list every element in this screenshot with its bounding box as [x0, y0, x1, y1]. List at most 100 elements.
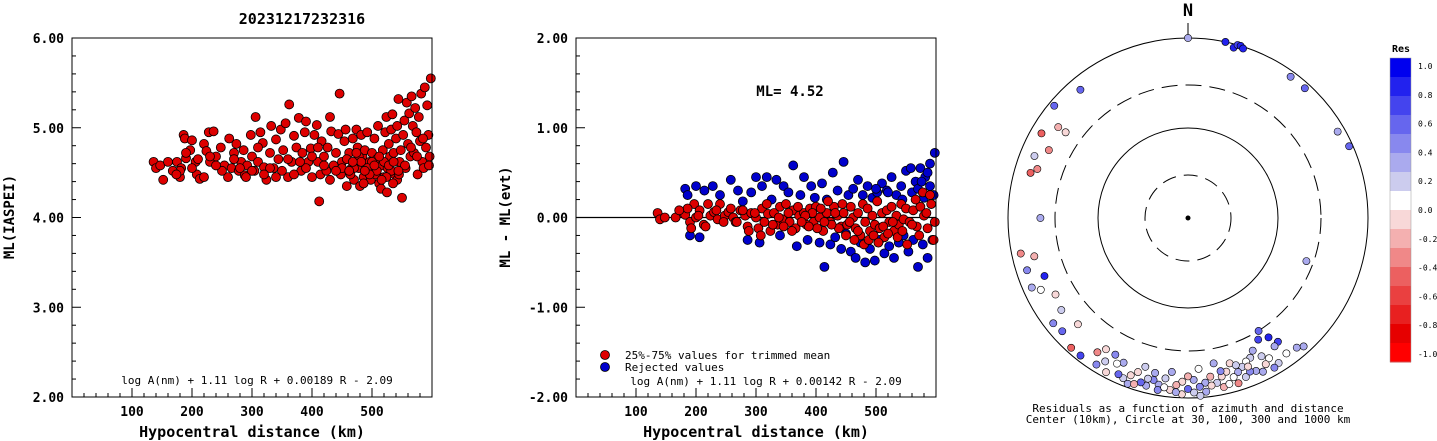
- panel1-data-point: [400, 160, 410, 171]
- colorbar-tick-label: -0.8: [1418, 321, 1437, 330]
- panel2-data-point: [902, 239, 913, 250]
- panel2-data-point: [917, 239, 928, 250]
- panel1-data-point: [411, 127, 422, 138]
- ml-annotation: ML= 4.52: [756, 84, 823, 100]
- polar-station-point: [1061, 128, 1070, 137]
- panel2-data-point: [773, 212, 784, 223]
- panel-azimuth-distance: N Residuals as a function of azimuth and…: [1007, 1, 1369, 426]
- circle-100km: [1097, 127, 1279, 309]
- panel1-data-point: [187, 135, 197, 146]
- panel1-xtick-label: 400: [300, 405, 324, 420]
- panel2-data-point: [755, 230, 766, 241]
- panel1-data-point: [319, 151, 329, 162]
- polar-station-point: [1254, 335, 1263, 344]
- panel1-data-point: [271, 172, 281, 183]
- panel2-data-point: [718, 217, 729, 227]
- panel2-ytick-label: 0.00: [537, 212, 568, 227]
- polar-station-point: [1076, 85, 1085, 94]
- panel1-data-point: [410, 103, 421, 113]
- polar-station-point: [1231, 361, 1240, 370]
- panel1-data-point: [295, 156, 305, 167]
- colorbar-cell: [1390, 96, 1411, 116]
- polar-station-point: [1093, 348, 1102, 357]
- polar-station-point: [1333, 127, 1342, 136]
- panel1-data-point: [425, 73, 436, 84]
- polar-station-point: [1229, 373, 1238, 382]
- colorbar-cell: [1390, 172, 1411, 192]
- panel1-data-point: [393, 165, 404, 176]
- colorbar-cell: [1390, 286, 1411, 306]
- polar-station-point: [1171, 388, 1180, 397]
- polar-station-point: [1126, 371, 1135, 380]
- panel2-data-point: [838, 208, 849, 218]
- panel2-data-point: [849, 235, 860, 245]
- polar-station-point: [1153, 386, 1162, 394]
- panel1-data-point: [314, 196, 325, 207]
- panel2-data-point: [699, 185, 710, 196]
- panel1-data-point: [392, 121, 403, 131]
- north-label: N: [1183, 1, 1193, 21]
- polar-station-point: [1178, 377, 1187, 386]
- panel1-data-point: [271, 134, 281, 145]
- panel1-data-point: [284, 99, 295, 110]
- polar-station-point: [1261, 360, 1270, 369]
- panel2-data-point: [700, 221, 711, 232]
- polar-station-point: [1134, 368, 1142, 376]
- panel2-data-point: [814, 237, 825, 248]
- panel2-data-point: [878, 221, 889, 232]
- panel1-xlabel: Hypocentral distance (km): [139, 423, 365, 441]
- panel2-xtick-label: 100: [624, 405, 648, 420]
- panel1-ytick-label: 2.00: [33, 391, 64, 406]
- polar-station-point: [1209, 359, 1218, 368]
- panel2-data-point: [819, 261, 830, 272]
- panel2-data-point: [916, 176, 927, 187]
- panel2-data-point: [838, 156, 849, 167]
- panel1-data-point: [334, 88, 345, 99]
- panel2-data-point: [817, 178, 827, 189]
- polar-station-point: [1196, 391, 1205, 400]
- panel2-data-point: [737, 196, 748, 207]
- panel2-data-point: [746, 187, 757, 198]
- polar-station-point: [1040, 272, 1049, 280]
- panel1-data-point: [344, 165, 355, 176]
- panel2-data-point: [787, 226, 797, 236]
- panel2-data-point: [871, 183, 881, 194]
- panel2-data-point: [742, 235, 753, 245]
- panel2-data-point: [749, 208, 760, 218]
- polar-station-point: [1102, 345, 1110, 354]
- polar-station-point: [1030, 252, 1039, 261]
- polar-station-point: [1194, 364, 1203, 373]
- polar-station-point: [1161, 374, 1170, 383]
- polar-station-point: [1244, 362, 1252, 371]
- panel1-data-point: [388, 156, 399, 167]
- panel2-data-point: [914, 230, 925, 241]
- panel1-xtick-label: 500: [360, 405, 384, 420]
- panel2-data-point: [925, 190, 935, 200]
- panel2-data-point: [767, 219, 778, 230]
- panel1-data-point: [245, 130, 256, 140]
- polar-station-point: [1144, 374, 1152, 383]
- panel1-data-point: [199, 172, 209, 183]
- panel2-data-point: [823, 196, 833, 207]
- panel1-data-point: [299, 127, 310, 138]
- panel2-data-point: [830, 208, 841, 218]
- panel2-data-point: [819, 217, 830, 227]
- panel2-data-point: [915, 201, 926, 212]
- panel1-data-point: [397, 192, 407, 203]
- panel2-data-point: [812, 223, 823, 234]
- panel2-data-point: [707, 181, 718, 191]
- panel1-data-point: [215, 142, 226, 153]
- polar-station-point: [1141, 362, 1150, 371]
- polar-station-point: [1051, 290, 1060, 299]
- polar-station-point: [1054, 123, 1063, 132]
- panel1-frame: [71, 37, 433, 398]
- panel1-data-point: [387, 109, 398, 120]
- panel1-data-point: [224, 133, 235, 144]
- panel1-data-point: [309, 130, 320, 140]
- colorbar-cell: [1390, 191, 1411, 211]
- panel1-data-point: [301, 163, 311, 174]
- panel1-data-point: [331, 147, 341, 158]
- panel1-ytick-label: 5.00: [33, 122, 64, 137]
- panel2-data-point: [793, 201, 803, 212]
